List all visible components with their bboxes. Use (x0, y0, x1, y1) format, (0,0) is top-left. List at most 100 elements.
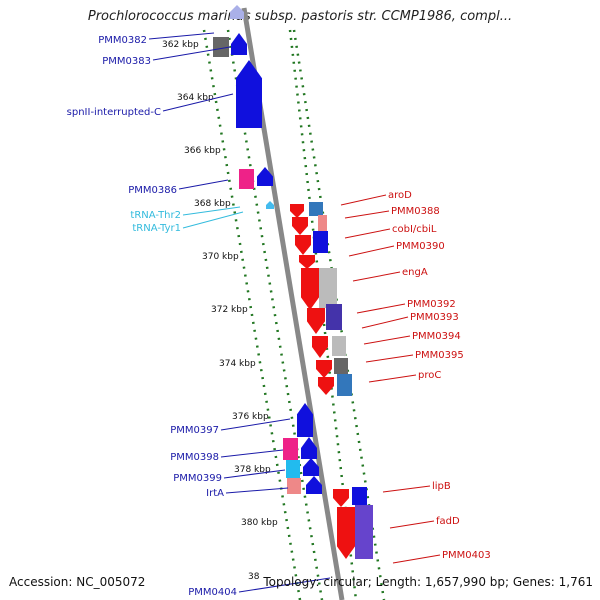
gene-label: lipB (432, 481, 451, 492)
accession-text: Accession: NC_005072 (9, 575, 146, 589)
leader-line (363, 335, 411, 345)
leader-line (182, 211, 244, 229)
leader-line (389, 520, 435, 529)
reverse-gene-arrow (290, 204, 304, 218)
forward-gene-arrow (257, 167, 273, 186)
reverse-gene-arrow (307, 308, 325, 334)
leader-line (148, 32, 215, 40)
kbp-tick-label: 364 kbp (177, 93, 214, 103)
gene-label: IrtA (206, 488, 224, 499)
leader-line (368, 374, 417, 383)
gene-label: PMM0399 (173, 473, 222, 484)
gene-label: PMM0382 (98, 35, 147, 46)
reverse-gene-arrow (312, 336, 328, 358)
leader-line (182, 206, 241, 216)
kbp-tick-label: 368 kbp (194, 199, 231, 209)
cog-box (283, 438, 298, 460)
leader-line (220, 418, 291, 431)
reverse-gene-arrow (337, 507, 355, 559)
cog-box (318, 215, 327, 231)
kbp-tick-label: 380 kbp (241, 518, 278, 528)
gene-label: PMM0395 (415, 350, 464, 361)
cog-box (319, 268, 337, 308)
reverse-gene-arrow (292, 217, 308, 235)
forward-gene-arrow (230, 5, 244, 19)
forward-gene-arrow (236, 60, 262, 128)
gene-label: engA (402, 267, 428, 278)
leader-line (382, 485, 431, 493)
gene-label: PMM0386 (128, 185, 177, 196)
cog-box (355, 505, 373, 559)
leader-line (162, 93, 234, 112)
kbp-tick-label: 374 kbp (219, 359, 256, 369)
leader-line (225, 487, 289, 494)
reverse-gene-arrow (316, 360, 332, 378)
leader-line (223, 469, 286, 479)
gene-label: proC (418, 370, 441, 381)
gene-label: PMM0397 (170, 425, 219, 436)
leader-line (152, 46, 231, 61)
reverse-gene-arrow (333, 489, 349, 507)
tick-track (202, 29, 302, 600)
features-layer (213, 5, 373, 559)
leader-line (220, 449, 284, 458)
kbp-tick-label: 38 (248, 572, 260, 582)
gene-label: tRNA-Thr2 (130, 210, 181, 221)
leader-line (356, 303, 406, 314)
reverse-gene-arrow (295, 235, 311, 255)
cog-box (239, 169, 254, 189)
gene-label: PMM0383 (102, 56, 151, 67)
gene-label: cobI/cbiL (392, 224, 437, 235)
gene-label: spnII-interrupted-C (67, 107, 161, 118)
forward-gene-arrow (231, 33, 247, 55)
forward-gene-arrow (303, 458, 319, 476)
leader-line (344, 228, 391, 239)
kbp-tick-label: 378 kbp (234, 465, 271, 475)
cog-box (337, 374, 352, 396)
cog-box (352, 487, 367, 505)
leader-line (238, 577, 331, 593)
trna-arrow (266, 201, 274, 209)
cog-box (332, 336, 346, 356)
cog-box (287, 478, 301, 494)
kbp-tick-label: 370 kbp (202, 252, 239, 262)
leader-lines-layer (148, 32, 441, 593)
kbp-tick-label: 366 kbp (184, 146, 221, 156)
gene-label: PMM0398 (170, 452, 219, 463)
leader-line (352, 271, 401, 282)
reverse-gene-arrow (318, 377, 334, 395)
leader-line (392, 554, 441, 564)
kbp-tick-label: 372 kbp (211, 305, 248, 315)
kbp-tick-label: 362 kbp (162, 40, 199, 50)
leader-line (361, 316, 409, 329)
cog-box (313, 231, 328, 253)
reverse-gene-arrow (299, 255, 315, 269)
cog-box (334, 358, 348, 374)
cog-box (309, 202, 323, 216)
cog-box (286, 460, 300, 478)
leader-line (178, 179, 229, 190)
gene-label: fadD (436, 516, 460, 527)
kbp-tick-label: 376 kbp (232, 412, 269, 422)
reverse-gene-arrow (301, 268, 319, 310)
leader-line (340, 194, 387, 206)
labels-layer: PMM0382 PMM0383 spnII-interrupted-C PMM0386… (67, 35, 491, 598)
forward-gene-arrow (297, 403, 313, 437)
topology-text: Topology: circular; Length: 1,657,990 bp… (263, 575, 593, 589)
map-title: Prochlorococcus marinus subsp. pastoris … (87, 9, 513, 24)
leader-line (348, 245, 395, 257)
gene-label: PMM0390 (396, 241, 445, 252)
cog-box (326, 304, 342, 330)
gene-label: PMM0394 (412, 331, 461, 342)
leader-line (344, 210, 390, 219)
cog-box (213, 37, 229, 57)
gene-label: PMM0393 (410, 312, 459, 323)
gene-label: PMM0404 (188, 587, 237, 598)
gene-label: tRNA-Tyr1 (132, 223, 181, 234)
gene-label: aroD (388, 190, 412, 201)
forward-gene-arrow (301, 437, 317, 459)
gene-label: PMM0403 (442, 550, 491, 561)
gene-label: PMM0388 (391, 206, 440, 217)
